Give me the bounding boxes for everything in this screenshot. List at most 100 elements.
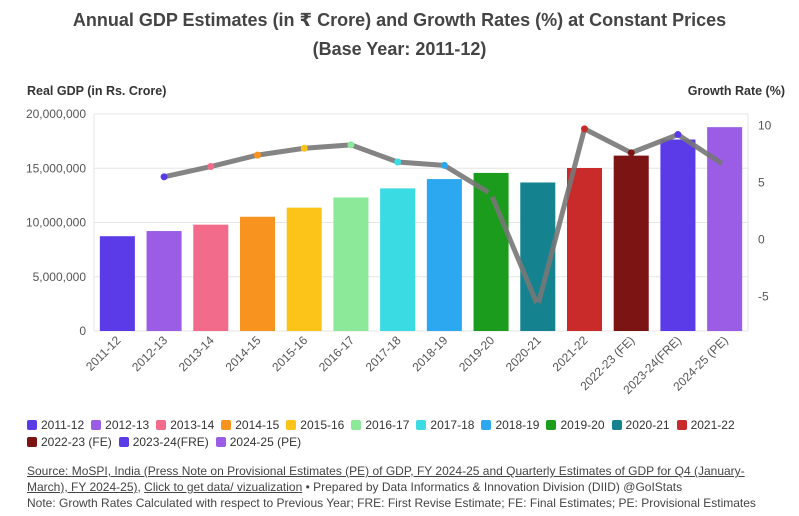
footer-note: Note: Growth Rates Calculated with respe… bbox=[27, 496, 756, 510]
data-link[interactable]: Click to get data/ vizualization bbox=[144, 480, 303, 494]
legend-swatch bbox=[27, 437, 37, 447]
growth-rate-point bbox=[300, 144, 308, 152]
x-tick-label: 2015-16 bbox=[269, 333, 310, 374]
legend-label: 2022-23 (FE) bbox=[41, 435, 112, 449]
x-tick-label: 2016-17 bbox=[316, 333, 357, 374]
legend-item[interactable]: 2023-24(FRE) bbox=[118, 434, 209, 451]
x-tick-label: 2020-21 bbox=[503, 333, 544, 374]
growth-rate-point bbox=[440, 161, 448, 169]
legend-item[interactable]: 2012-13 bbox=[91, 417, 149, 434]
growth-rate-point bbox=[207, 163, 215, 171]
growth-rate-point bbox=[160, 173, 168, 181]
legend-label: 2019-20 bbox=[560, 418, 605, 432]
legend-swatch bbox=[215, 437, 226, 447]
y-left-tick-label: 20,000,000 bbox=[26, 107, 86, 121]
bar bbox=[426, 179, 462, 331]
legend-item[interactable]: 2022-23 (FE) bbox=[27, 434, 112, 451]
legend-swatch bbox=[611, 420, 622, 430]
y-left-tick-label: 15,000,000 bbox=[26, 161, 86, 175]
bar bbox=[613, 155, 649, 331]
y-axis-left-title: Real GDP (in Rs. Crore) bbox=[27, 84, 167, 98]
legend-swatch bbox=[546, 420, 557, 430]
legend-item[interactable]: 2017-18 bbox=[416, 417, 474, 434]
gdp-chart: 0 5,000,000 10,000,000 15,000,000 20,000,000… bbox=[26, 107, 772, 397]
legend-label: 2023-24(FRE) bbox=[132, 435, 209, 449]
y-left-tick-label: 5,000,000 bbox=[33, 270, 87, 284]
growth-rate-point bbox=[674, 131, 682, 139]
x-tick-label: 2017-18 bbox=[363, 333, 404, 374]
legend-item[interactable]: 2018-19 bbox=[481, 417, 539, 434]
chart-title-line2: (Base Year: 2011-12) bbox=[312, 39, 487, 59]
legend-label: 2013-14 bbox=[170, 418, 215, 432]
x-tick-label: 2011-12 bbox=[83, 333, 124, 374]
chart-legend: 2011-12 2012-13 2013-14 2014-15 2015-16 2016-… bbox=[27, 417, 767, 451]
legend-item[interactable]: 2011-12 bbox=[27, 417, 84, 434]
bar bbox=[286, 207, 322, 331]
legend-swatch bbox=[416, 420, 427, 430]
bar bbox=[146, 231, 182, 331]
x-tick-label: 2012-13 bbox=[129, 333, 170, 374]
growth-rate-point bbox=[394, 158, 402, 166]
x-tick-label: 2014-15 bbox=[223, 333, 264, 374]
legend-label: 2016-17 bbox=[365, 418, 410, 432]
y-right-tick-label: 5 bbox=[758, 176, 765, 190]
legend-label: 2018-19 bbox=[495, 418, 540, 432]
source-prefix: Source: bbox=[27, 464, 72, 478]
growth-rate-point bbox=[627, 149, 635, 157]
bar bbox=[707, 127, 743, 332]
bar bbox=[566, 168, 603, 331]
y-right-tick-label: -5 bbox=[758, 290, 769, 304]
growth-rate-point bbox=[721, 161, 729, 169]
legend-swatch bbox=[221, 420, 232, 430]
legend-item[interactable]: 2014-15 bbox=[221, 417, 279, 434]
legend-item[interactable]: 2019-20 bbox=[546, 417, 605, 434]
legend-item[interactable]: 2015-16 bbox=[286, 417, 344, 434]
legend-label: 2014-15 bbox=[235, 418, 280, 432]
growth-rate-point bbox=[487, 190, 495, 198]
chart-title: Annual GDP Estimates (in ₹ Crore) and Gr… bbox=[0, 6, 799, 64]
legend-label: 2012-13 bbox=[105, 418, 150, 432]
x-tick-label: 2013-14 bbox=[176, 333, 217, 374]
legend-swatch bbox=[676, 420, 687, 430]
y-left-tick-label: 10,000,000 bbox=[26, 216, 86, 230]
legend-item[interactable]: 2021-22 bbox=[676, 417, 735, 434]
y-right-tick-label: 10 bbox=[758, 118, 772, 132]
y-right-tick-label: 0 bbox=[758, 233, 765, 247]
legend-swatch bbox=[91, 420, 102, 430]
legend-swatch bbox=[27, 420, 37, 430]
bar bbox=[193, 224, 229, 331]
prepared-by: • Prepared by Data Informatics & Innovat… bbox=[302, 480, 683, 494]
y-left-tick-label: 0 bbox=[79, 324, 86, 338]
x-tick-label: 2018-19 bbox=[409, 333, 450, 374]
x-tick-label: 2019-20 bbox=[456, 333, 497, 374]
legend-label: 2024-25 (PE) bbox=[229, 435, 302, 449]
source-link[interactable]: MoSPI, India (Press Note on Provisional … bbox=[27, 464, 745, 494]
legend-label: 2020-21 bbox=[625, 418, 670, 432]
bar bbox=[660, 139, 696, 331]
legend-label: 2011-12 bbox=[41, 418, 85, 432]
legend-item[interactable]: 2013-14 bbox=[156, 417, 214, 434]
growth-rate-point bbox=[534, 302, 542, 310]
growth-rate-point bbox=[581, 125, 588, 133]
source-line: Source: MoSPI, India (Press Note on Prov… bbox=[27, 464, 745, 494]
growth-rate-point bbox=[254, 151, 261, 159]
x-tick-label: 2021-22 bbox=[550, 333, 591, 374]
bar bbox=[239, 216, 276, 331]
legend-swatch bbox=[156, 420, 167, 430]
bar bbox=[380, 188, 416, 331]
chart-footer: Source: MoSPI, India (Press Note on Prov… bbox=[27, 463, 777, 511]
legend-swatch bbox=[118, 437, 129, 447]
chart-title-line1: Annual GDP Estimates (in ₹ Crore) and Gr… bbox=[72, 10, 727, 30]
legend-label: 2017-18 bbox=[430, 418, 475, 432]
legend-item[interactable]: 2020-21 bbox=[611, 417, 670, 434]
y-axis-right-title: Growth Rate (%) bbox=[687, 84, 785, 98]
legend-item[interactable]: 2016-17 bbox=[351, 417, 409, 434]
legend-item[interactable]: 2024-25 (PE) bbox=[215, 434, 302, 451]
legend-label: 2015-16 bbox=[300, 418, 345, 432]
bar bbox=[333, 197, 369, 331]
growth-rate-point bbox=[347, 141, 355, 149]
legend-swatch bbox=[351, 420, 362, 430]
legend-label: 2021-22 bbox=[690, 418, 735, 432]
legend-swatch bbox=[481, 420, 492, 430]
legend-swatch bbox=[286, 420, 297, 430]
